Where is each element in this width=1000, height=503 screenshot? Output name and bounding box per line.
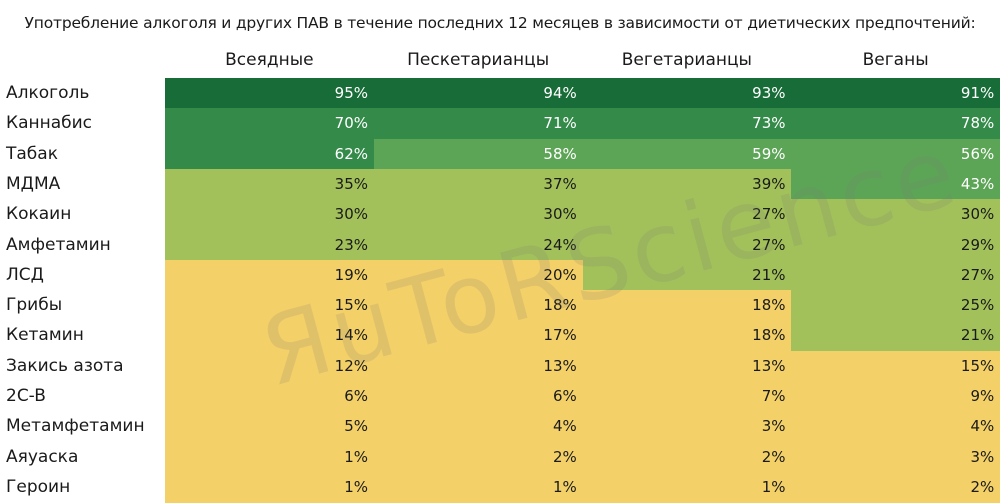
table-cell: 18% <box>582 320 792 352</box>
row-label: Кокаин <box>6 204 72 225</box>
table-cell: 1% <box>165 441 374 473</box>
table-cell: 20% <box>373 259 583 291</box>
table-cell: 27% <box>582 229 792 261</box>
column-header: Пескетарианцы <box>407 50 550 70</box>
table-cell: 6% <box>165 381 374 412</box>
table-cell: 43% <box>791 168 1000 200</box>
table-cell: 18% <box>582 290 792 322</box>
table-cell: 13% <box>373 350 583 382</box>
table-cell: 25% <box>791 290 1000 322</box>
row-label: 2C-B <box>6 386 46 406</box>
table-cell: 62% <box>165 138 374 170</box>
table-cell: 37% <box>373 168 583 200</box>
table-cell: 70% <box>165 108 374 140</box>
table-cell: 1% <box>373 471 583 503</box>
table-cell: 15% <box>791 350 1000 382</box>
table-cell: 30% <box>373 199 583 231</box>
table-cell: 59% <box>582 138 792 170</box>
table-cell: 17% <box>373 320 583 352</box>
row-label: Амфетамин <box>6 234 111 255</box>
table-cell: 94% <box>373 78 583 109</box>
table-cell: 27% <box>582 199 792 231</box>
table-cell: 39% <box>582 168 792 200</box>
table-cell: 35% <box>165 168 374 200</box>
table-cell: 2% <box>373 441 583 473</box>
table-cell: 23% <box>165 229 374 261</box>
row-label: МДМА <box>6 173 61 194</box>
table-cell: 30% <box>791 199 1000 231</box>
table-cell: 29% <box>791 229 1000 261</box>
table-cell: 7% <box>582 381 792 412</box>
table-cell: 9% <box>791 381 1000 412</box>
table-cell: 73% <box>582 108 792 140</box>
row-label: Кетамин <box>6 325 84 346</box>
row-label: Каннабис <box>6 113 93 134</box>
row-label: Табак <box>6 143 58 164</box>
table-cell: 1% <box>165 471 374 503</box>
row-label: Метамфетамин <box>6 416 145 437</box>
table-cell: 21% <box>582 259 792 291</box>
table-cell: 95% <box>165 78 374 109</box>
table-cell: 58% <box>373 138 583 170</box>
table-cell: 24% <box>373 229 583 261</box>
table-cell: 5% <box>165 411 374 443</box>
row-label: Закись азота <box>6 355 124 376</box>
table-cell: 6% <box>373 381 583 412</box>
row-label: Алкоголь <box>6 83 90 103</box>
table-cell: 14% <box>165 320 374 352</box>
table-cell: 2% <box>582 441 792 473</box>
table-cell: 3% <box>791 441 1000 473</box>
table-cell: 13% <box>582 350 792 382</box>
table-cell: 30% <box>165 199 374 231</box>
table-cell: 4% <box>373 411 583 443</box>
table-cell: 12% <box>165 350 374 382</box>
column-header: Всеядные <box>225 50 314 70</box>
table-cell: 4% <box>791 411 1000 443</box>
table-cell: 19% <box>165 259 374 291</box>
table-cell: 27% <box>791 259 1000 291</box>
column-header: Веганы <box>862 50 929 70</box>
table-cell: 21% <box>791 320 1000 352</box>
row-label: Героин <box>6 476 71 497</box>
row-label: Грибы <box>6 295 63 316</box>
table-cell: 18% <box>373 290 583 322</box>
table-cell: 1% <box>582 471 792 503</box>
table-cell: 78% <box>791 108 1000 140</box>
chart-title: Употребление алкоголя и других ПАВ в теч… <box>24 14 976 32</box>
table-cell: 91% <box>791 78 1000 109</box>
table-cell: 71% <box>373 108 583 140</box>
table-cell: 15% <box>165 290 374 322</box>
column-header: Вегетарианцы <box>621 50 752 70</box>
row-label: Аяуаска <box>6 446 79 467</box>
table-cell: 3% <box>582 411 792 443</box>
row-label: ЛСД <box>6 264 44 285</box>
table-cell: 56% <box>791 138 1000 170</box>
table-cell: 2% <box>791 471 1000 503</box>
table-cell: 93% <box>582 78 792 109</box>
